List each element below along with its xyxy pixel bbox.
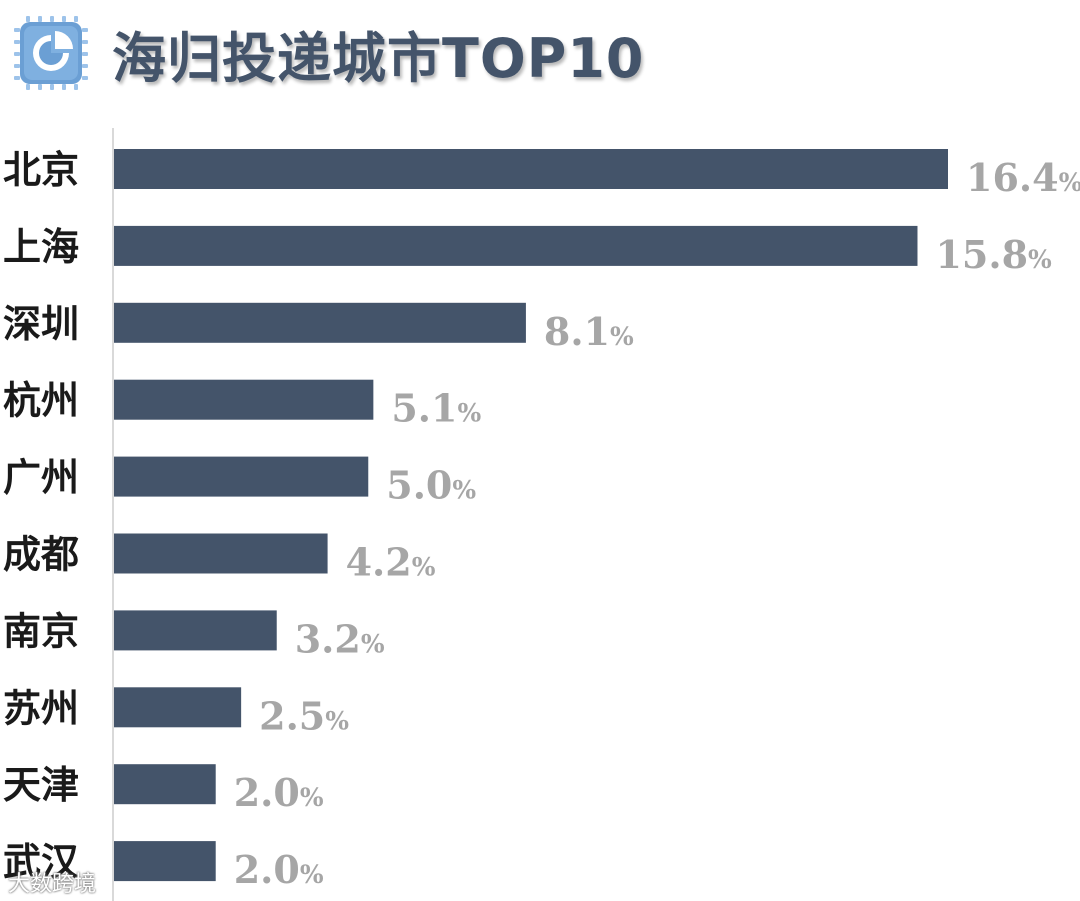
category-label: 武汉: [3, 840, 80, 884]
category-label: 南京: [3, 609, 79, 653]
value-label: 4.2%: [346, 540, 436, 585]
value-number: 2.0: [234, 770, 300, 815]
bar: [114, 841, 216, 882]
value-label: 16.4%: [966, 155, 1080, 200]
value-label: 2.0%: [234, 770, 324, 815]
bar: [114, 687, 242, 728]
chart-header: 海归投递城市TOP10: [12, 8, 644, 98]
bar: [114, 533, 328, 574]
value-unit: %: [325, 706, 349, 735]
value-unit: %: [452, 476, 476, 505]
value-unit: %: [412, 553, 436, 582]
bar: [114, 456, 369, 497]
bar: [114, 149, 948, 189]
value-label: 8.1%: [544, 309, 634, 354]
value-unit: %: [1059, 168, 1080, 197]
value-label: 15.8%: [935, 232, 1052, 277]
value-number: 15.8: [935, 232, 1028, 277]
bar: [114, 379, 374, 420]
bar: [114, 225, 918, 266]
category-label: 成都: [3, 533, 79, 577]
category-label: 上海: [3, 225, 79, 269]
value-number: 8.1: [544, 309, 610, 354]
value-number: 2.0: [234, 847, 300, 892]
bars-layer: [114, 149, 948, 882]
category-label: 深圳: [3, 302, 79, 346]
value-label: 3.2%: [295, 616, 385, 661]
category-label: 广州: [3, 456, 79, 500]
value-number: 5.0: [386, 463, 452, 508]
bar: [114, 610, 277, 651]
value-unit: %: [300, 783, 324, 812]
watermark: 大数跨境: [8, 872, 97, 897]
value-unit: %: [610, 322, 634, 351]
value-label: 2.0%: [234, 847, 324, 892]
value-number: 4.2: [346, 540, 412, 585]
category-label: 杭州: [3, 379, 79, 423]
value-number: 3.2: [295, 616, 361, 661]
value-unit: %: [1028, 245, 1052, 274]
value-number: 2.5: [259, 693, 325, 738]
value-unit: %: [457, 399, 481, 428]
labels-layer: 北京 16.4% 上海 15.8% 深圳 8.1% 杭州 5.1% 广州 5.0% 成都 4.2% 南京…: [3, 148, 1080, 892]
chart-chip-icon: [14, 16, 88, 90]
category-label: 苏州: [3, 686, 79, 730]
value-label: 5.1%: [391, 386, 481, 431]
value-label: 5.0%: [386, 463, 476, 508]
value-number: 16.4: [966, 155, 1059, 200]
value-label: 2.5%: [259, 693, 349, 738]
bar: [114, 302, 526, 343]
value-unit: %: [361, 629, 385, 658]
category-label: 北京: [3, 148, 79, 192]
value-unit: %: [300, 860, 324, 889]
chart-title: 海归投递城市TOP10: [112, 26, 645, 90]
category-label: 天津: [3, 763, 79, 807]
bar: [114, 764, 216, 805]
value-number: 5.1: [391, 386, 457, 431]
